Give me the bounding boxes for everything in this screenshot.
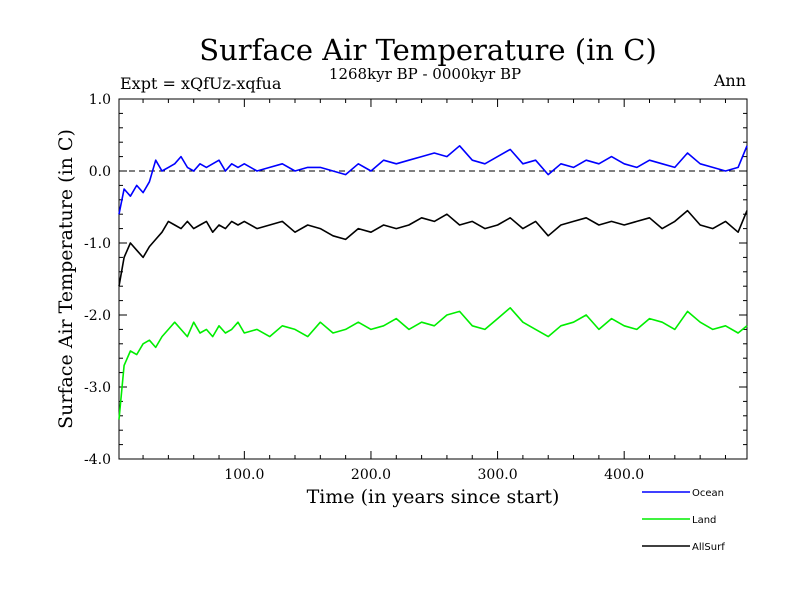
y-tick-label: 1.0 [89,92,111,108]
x-axis-label: Time (in years since start) [307,486,560,508]
series-lines [118,145,748,420]
plot-frame [118,98,748,460]
series-line-ocean [118,145,748,215]
chart-subtitle: 1268kyr BP - 0000kyr BP [329,65,521,83]
y-tick-label: -3.0 [84,380,111,396]
y-tick-label: 0.0 [89,164,111,180]
y-tick-label: -1.0 [84,236,111,252]
x-tick-label: 300.0 [478,467,518,483]
expt-label: Expt = xQfUz-xqfua [120,74,282,93]
series-line-land [118,306,748,420]
axis-ticks [119,98,747,460]
legend-label-allsurf: AllSurf [692,542,725,553]
axis-tick-labels: 100.0 200.0 300.0 400.0 1.0 0.0 -1.0 -2.0 -3.0 -4… [84,92,644,483]
y-tick-label: -2.0 [84,308,111,324]
season-label: Ann [713,71,746,90]
legend: Ocean Land AllSurf [642,488,725,553]
x-tick-label: 100.0 [224,467,264,483]
y-axis-label: Surface Air Temperature (in C) [55,129,77,429]
y-tick-label: -4.0 [84,452,111,468]
x-tick-label: 200.0 [351,467,391,483]
chart-title: Surface Air Temperature (in C) [199,33,657,67]
legend-label-ocean: Ocean [692,488,724,499]
series-line-allsurf [118,209,748,287]
x-tick-label: 400.0 [604,467,644,483]
legend-label-land: Land [692,515,716,526]
